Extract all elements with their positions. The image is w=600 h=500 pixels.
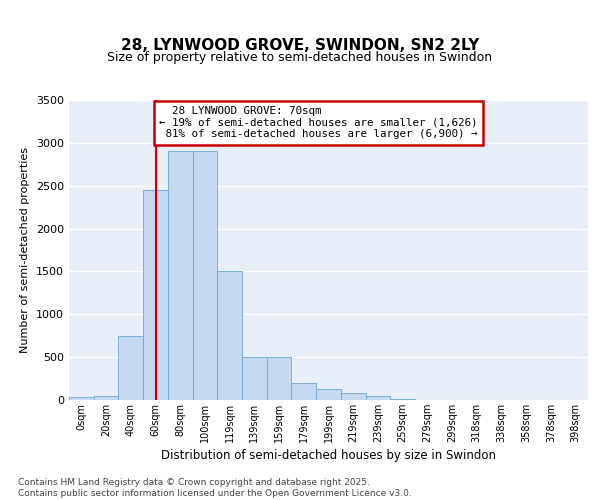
- Bar: [365, 396, 390, 400]
- Bar: [193, 152, 217, 400]
- Bar: [292, 383, 316, 400]
- Bar: [217, 272, 242, 400]
- Bar: [118, 336, 143, 400]
- Bar: [143, 190, 168, 400]
- Bar: [168, 152, 193, 400]
- Text: Size of property relative to semi-detached houses in Swindon: Size of property relative to semi-detach…: [107, 51, 493, 64]
- Bar: [69, 398, 94, 400]
- X-axis label: Distribution of semi-detached houses by size in Swindon: Distribution of semi-detached houses by …: [161, 449, 496, 462]
- Text: 28, LYNWOOD GROVE, SWINDON, SN2 2LY: 28, LYNWOOD GROVE, SWINDON, SN2 2LY: [121, 38, 479, 52]
- Bar: [341, 393, 365, 400]
- Y-axis label: Number of semi-detached properties: Number of semi-detached properties: [20, 147, 31, 353]
- Bar: [242, 357, 267, 400]
- Bar: [267, 357, 292, 400]
- Text: Contains HM Land Registry data © Crown copyright and database right 2025.
Contai: Contains HM Land Registry data © Crown c…: [18, 478, 412, 498]
- Bar: [390, 399, 415, 400]
- Bar: [316, 389, 341, 400]
- Text: 28 LYNWOOD GROVE: 70sqm
← 19% of semi-detached houses are smaller (1,626)
 81% o: 28 LYNWOOD GROVE: 70sqm ← 19% of semi-de…: [159, 106, 478, 139]
- Bar: [94, 396, 118, 400]
